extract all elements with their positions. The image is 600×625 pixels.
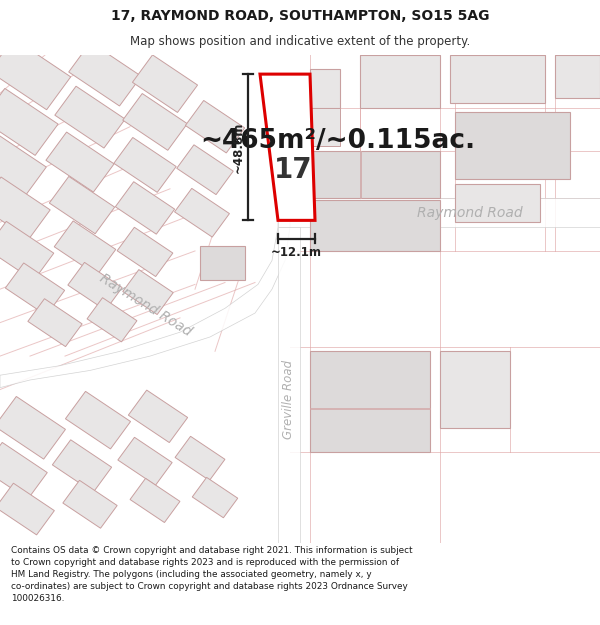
Polygon shape: [123, 94, 187, 150]
Polygon shape: [55, 86, 125, 148]
Polygon shape: [0, 483, 55, 535]
Polygon shape: [200, 246, 245, 279]
Polygon shape: [455, 184, 540, 222]
Polygon shape: [52, 440, 112, 493]
Polygon shape: [310, 69, 340, 108]
Polygon shape: [278, 227, 300, 542]
Polygon shape: [118, 438, 172, 485]
Polygon shape: [0, 396, 65, 459]
Polygon shape: [177, 145, 233, 194]
Polygon shape: [0, 88, 58, 156]
Polygon shape: [0, 39, 71, 110]
Text: Map shows position and indicative extent of the property.: Map shows position and indicative extent…: [130, 35, 470, 48]
Polygon shape: [0, 221, 54, 281]
Polygon shape: [69, 42, 141, 106]
Polygon shape: [310, 351, 430, 452]
Text: ~465m²/~0.115ac.: ~465m²/~0.115ac.: [200, 128, 475, 154]
Polygon shape: [0, 198, 290, 388]
Polygon shape: [0, 177, 50, 239]
Polygon shape: [46, 132, 114, 192]
Polygon shape: [455, 112, 570, 179]
Text: ~48.8m: ~48.8m: [232, 121, 245, 173]
Polygon shape: [185, 101, 245, 153]
Polygon shape: [114, 138, 176, 192]
Polygon shape: [133, 55, 197, 112]
Polygon shape: [360, 151, 361, 198]
Polygon shape: [310, 200, 440, 251]
Text: Contains OS data © Crown copyright and database right 2021. This information is : Contains OS data © Crown copyright and d…: [11, 546, 412, 603]
Polygon shape: [87, 298, 137, 342]
Polygon shape: [0, 442, 47, 499]
Polygon shape: [68, 262, 122, 310]
Text: 17: 17: [274, 156, 313, 184]
Polygon shape: [360, 55, 440, 108]
Text: Raymond Road: Raymond Road: [417, 206, 523, 220]
Polygon shape: [123, 269, 173, 314]
Polygon shape: [49, 176, 115, 234]
Polygon shape: [450, 55, 545, 102]
Polygon shape: [260, 74, 315, 221]
Text: Greville Road: Greville Road: [283, 359, 296, 439]
Polygon shape: [5, 263, 65, 316]
Polygon shape: [278, 198, 600, 227]
Polygon shape: [128, 390, 188, 442]
Polygon shape: [63, 480, 117, 528]
Polygon shape: [175, 436, 225, 481]
Polygon shape: [0, 133, 46, 197]
Polygon shape: [54, 221, 116, 275]
Polygon shape: [310, 408, 430, 409]
Polygon shape: [175, 188, 229, 237]
Polygon shape: [310, 151, 440, 198]
Polygon shape: [117, 228, 173, 276]
Text: ~12.1m: ~12.1m: [271, 246, 322, 259]
Polygon shape: [192, 478, 238, 518]
Polygon shape: [440, 351, 510, 428]
Text: 17, RAYMOND ROAD, SOUTHAMPTON, SO15 5AG: 17, RAYMOND ROAD, SOUTHAMPTON, SO15 5AG: [111, 9, 489, 24]
Polygon shape: [310, 107, 340, 146]
Polygon shape: [130, 478, 180, 522]
Polygon shape: [115, 182, 175, 234]
Polygon shape: [28, 299, 82, 347]
Text: Raymond Road: Raymond Road: [97, 271, 193, 339]
Polygon shape: [65, 391, 131, 449]
Polygon shape: [555, 55, 600, 98]
